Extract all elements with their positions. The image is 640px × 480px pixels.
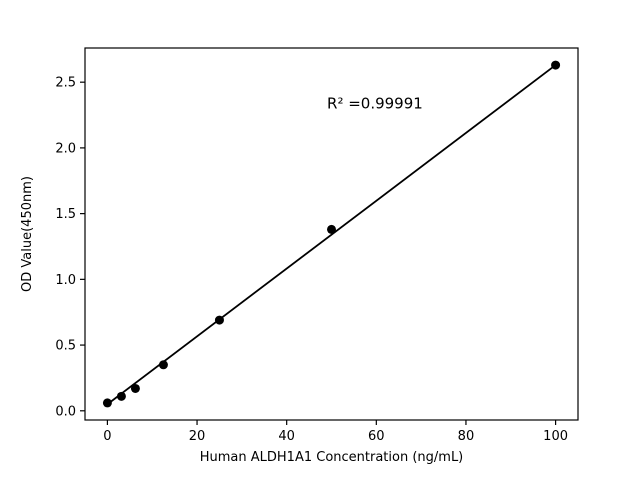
data-point — [327, 224, 336, 234]
r-squared-annotation: R² =0.99991 — [327, 94, 423, 112]
y-tick-label: 2.5 — [55, 76, 76, 91]
y-axis-label: OD Value(450nm) — [20, 176, 35, 292]
data-point — [102, 398, 112, 408]
x-tick-label: 40 — [278, 429, 295, 444]
x-axis-label: Human ALDH1A1 Concentration (ng/mL) — [200, 450, 464, 465]
y-tick-label: 0.5 — [55, 339, 76, 354]
plot-border — [84, 47, 579, 421]
x-tick-label: 100 — [543, 429, 568, 444]
x-tick-label: 0 — [103, 429, 111, 444]
fit-line — [106, 64, 557, 405]
y-tick-label: 2.0 — [55, 141, 76, 156]
data-point — [551, 60, 561, 70]
x-tick-label: 60 — [368, 429, 385, 444]
data-point — [116, 391, 126, 401]
y-tick-label: 1.0 — [55, 273, 76, 288]
y-tick-label: 0.0 — [55, 404, 76, 419]
x-tick-label: 80 — [458, 429, 475, 444]
x-tick-label: 20 — [189, 429, 206, 444]
y-tick-label: 1.5 — [55, 207, 76, 222]
data-point — [214, 315, 224, 325]
data-point — [158, 360, 168, 370]
data-point — [130, 383, 140, 393]
